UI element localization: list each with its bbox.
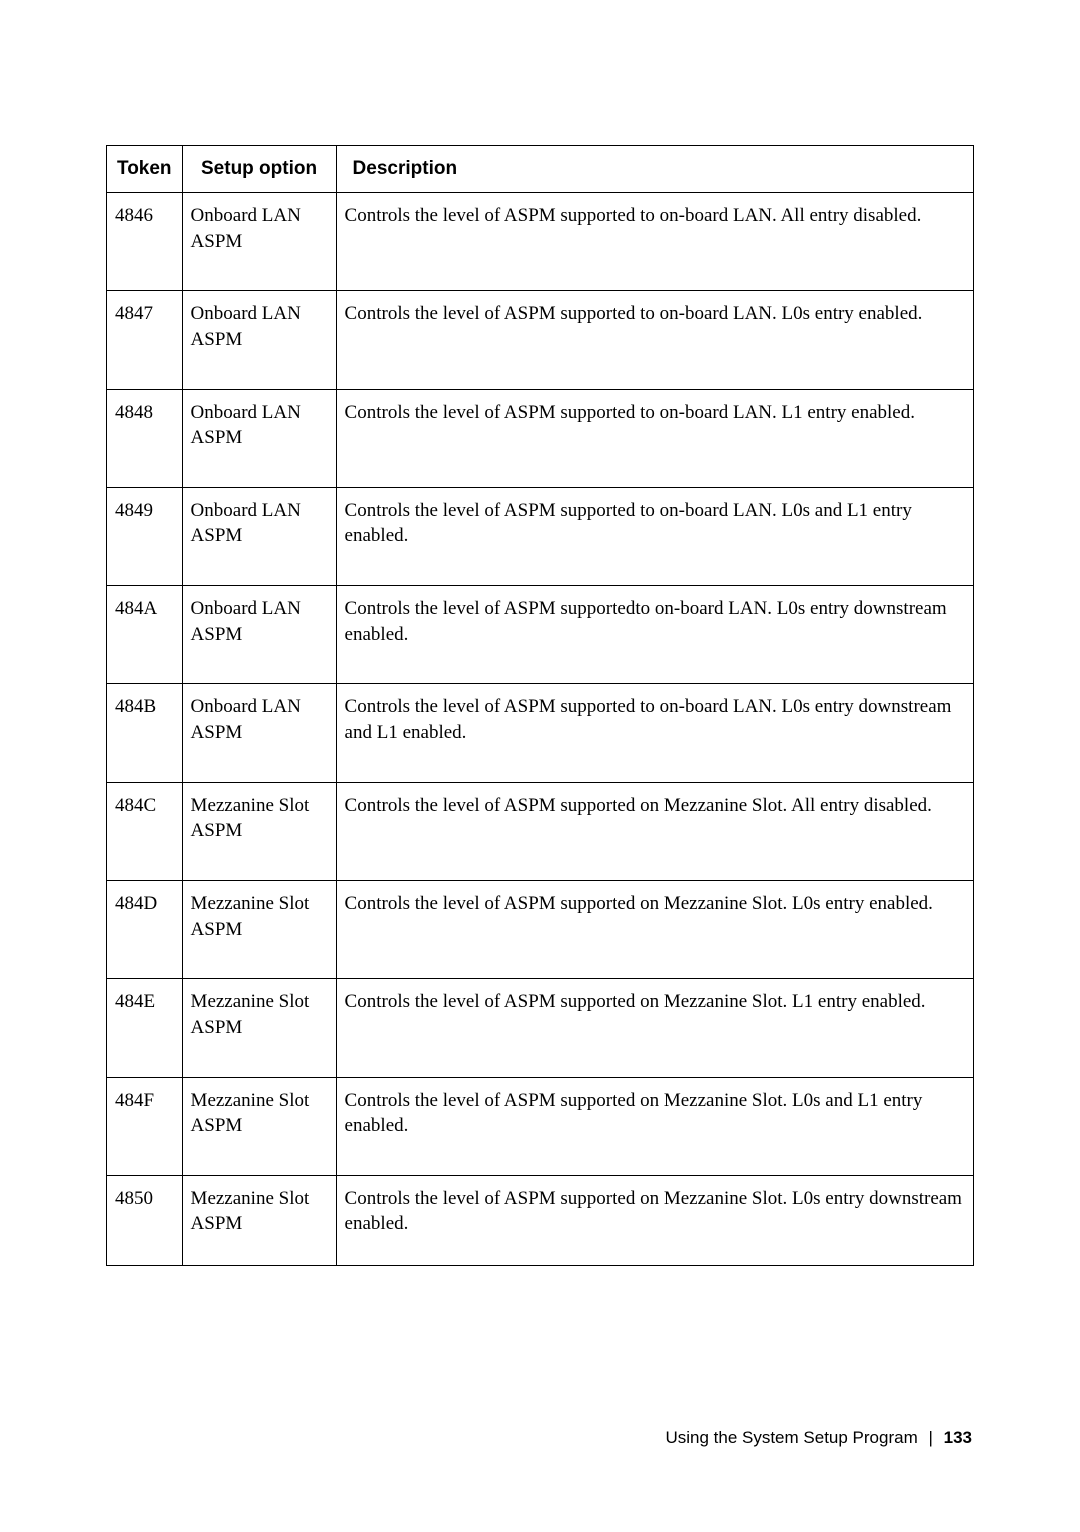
cell-description: Controls the level of ASPM supported on … [336,979,973,1077]
cell-description: Controls the level of ASPM supportedto o… [336,586,973,684]
cell-token: 484F [107,1077,183,1175]
cell-token: 484C [107,782,183,880]
cell-setup: Mezzanine Slot ASPM [182,979,336,1077]
cell-setup: Mezzanine Slot ASPM [182,1175,336,1265]
page-content: Token Setup option Description 4846Onboa… [0,0,1080,1266]
cell-description: Controls the level of ASPM supported to … [336,291,973,389]
table-header-row: Token Setup option Description [107,146,974,193]
header-setup: Setup option [182,146,336,193]
cell-token: 4846 [107,193,183,291]
footer-divider: | [928,1428,932,1447]
cell-token: 484D [107,880,183,978]
cell-description: Controls the level of ASPM supported on … [336,782,973,880]
cell-setup: Mezzanine Slot ASPM [182,880,336,978]
cell-setup: Onboard LAN ASPM [182,193,336,291]
cell-description: Controls the level of ASPM supported to … [336,487,973,585]
cell-description: Controls the level of ASPM supported to … [336,193,973,291]
table-row: 484AOnboard LAN ASPMControls the level o… [107,586,974,684]
table-row: 4848Onboard LAN ASPMControls the level o… [107,389,974,487]
cell-description: Controls the level of ASPM supported to … [336,389,973,487]
cell-token: 4848 [107,389,183,487]
cell-token: 4849 [107,487,183,585]
table-row: 4849Onboard LAN ASPMControls the level o… [107,487,974,585]
cell-token: 484B [107,684,183,782]
header-token: Token [107,146,183,193]
footer-page-number: 133 [944,1428,972,1447]
cell-token: 484A [107,586,183,684]
cell-description: Controls the level of ASPM supported on … [336,1077,973,1175]
token-table: Token Setup option Description 4846Onboa… [106,145,974,1266]
cell-setup: Onboard LAN ASPM [182,487,336,585]
page-footer: Using the System Setup Program | 133 [665,1428,972,1448]
table-row: 484FMezzanine Slot ASPMControls the leve… [107,1077,974,1175]
table-row: 484DMezzanine Slot ASPMControls the leve… [107,880,974,978]
table-row: 484CMezzanine Slot ASPMControls the leve… [107,782,974,880]
footer-text: Using the System Setup Program [665,1428,917,1447]
cell-setup: Onboard LAN ASPM [182,389,336,487]
cell-description: Controls the level of ASPM supported to … [336,684,973,782]
table-row: 4850Mezzanine Slot ASPMControls the leve… [107,1175,974,1265]
table-row: 484EMezzanine Slot ASPMControls the leve… [107,979,974,1077]
cell-description: Controls the level of ASPM supported on … [336,1175,973,1265]
cell-setup: Onboard LAN ASPM [182,291,336,389]
table-row: 4846Onboard LAN ASPMControls the level o… [107,193,974,291]
cell-token: 4847 [107,291,183,389]
cell-setup: Onboard LAN ASPM [182,684,336,782]
table-row: 4847Onboard LAN ASPMControls the level o… [107,291,974,389]
header-description: Description [336,146,973,193]
table-body: 4846Onboard LAN ASPMControls the level o… [107,193,974,1266]
table-row: 484BOnboard LAN ASPMControls the level o… [107,684,974,782]
cell-setup: Mezzanine Slot ASPM [182,782,336,880]
cell-token: 4850 [107,1175,183,1265]
cell-setup: Mezzanine Slot ASPM [182,1077,336,1175]
cell-setup: Onboard LAN ASPM [182,586,336,684]
cell-token: 484E [107,979,183,1077]
cell-description: Controls the level of ASPM supported on … [336,880,973,978]
